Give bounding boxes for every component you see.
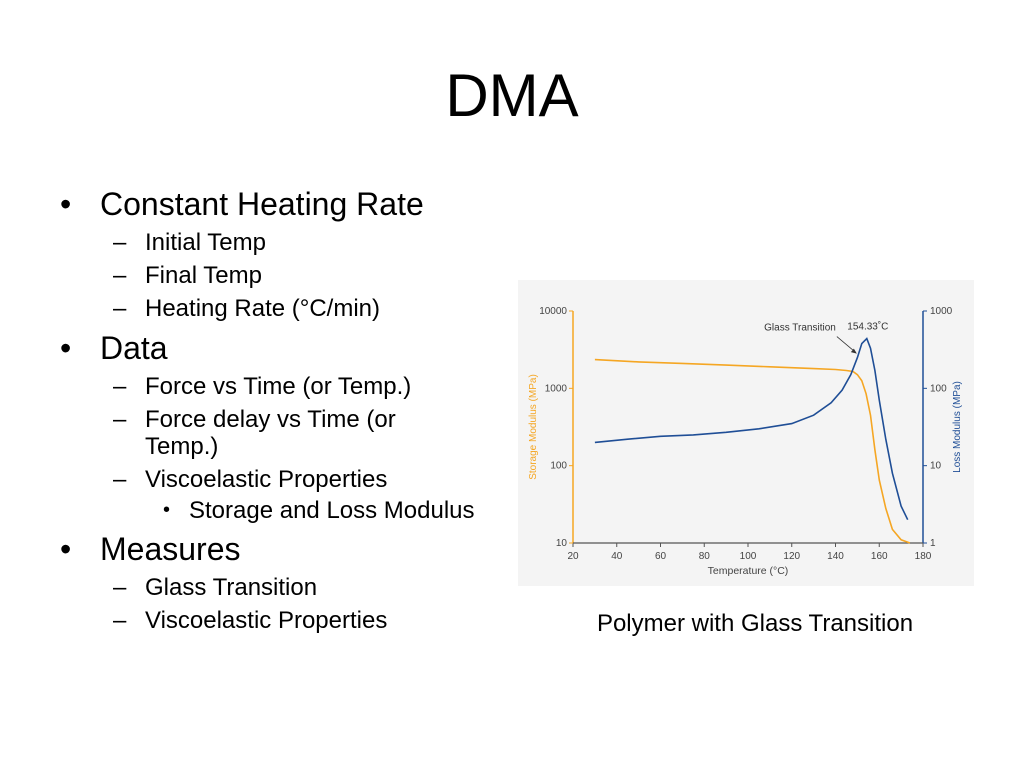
annotation-arrow-shaft	[836, 336, 857, 353]
annotation-arrow-head	[850, 348, 857, 354]
y-left-tick-label: 10000	[539, 306, 567, 317]
x-tick-label: 140	[827, 551, 844, 562]
sub-bullet-text: Force vs Time (or Temp.)	[145, 373, 412, 400]
bullet-list: • Constant Heating Rate – Initial Temp –…	[56, 178, 496, 634]
bullet-text: Measures	[100, 531, 241, 567]
y-left-tick-label: 1000	[545, 383, 568, 394]
annotation-value: 154.33˚C	[847, 321, 888, 333]
storage-modulus-line	[594, 358, 911, 544]
dma-chart-svg: 20 40 60 80 100 120 140 160 180 10 100 1000 10000 1 10…	[528, 306, 963, 577]
sub-bullet: – Force vs Time (or Temp.)	[56, 373, 496, 400]
dash-mark: –	[113, 574, 127, 601]
bullet-measures: • Measures	[56, 530, 496, 568]
sub-bullet-text: Glass Transition	[145, 574, 318, 601]
sub-bullet-text: Final Temp	[145, 262, 262, 289]
y-left-tick-label: 100	[550, 461, 567, 472]
x-tick-label: 60	[655, 551, 667, 562]
sub-bullet: – Initial Temp	[56, 229, 496, 256]
dash-mark: –	[113, 262, 127, 289]
x-tick-label: 120	[783, 551, 800, 562]
x-tick-label: 40	[611, 551, 623, 562]
bullet-mark: •	[60, 186, 72, 222]
dash-mark: –	[113, 295, 127, 322]
x-tick-label: 100	[740, 551, 757, 562]
x-axis-label: Temperature (°C)	[708, 565, 789, 577]
y-right-tick-label: 1	[930, 538, 936, 549]
slide-title: DMA	[445, 62, 579, 129]
dash-mark: –	[113, 373, 127, 400]
bullet-mark: •	[60, 330, 72, 366]
y-left-tick-label: 10	[556, 538, 568, 549]
chart-caption: Polymer with Glass Transition	[596, 610, 914, 637]
x-tick-label: 20	[567, 551, 579, 562]
dash-mark: –	[113, 406, 127, 433]
dash-mark: –	[113, 607, 127, 634]
sub-bullet: – Final Temp	[56, 262, 496, 289]
bullet-text: Data	[100, 330, 168, 366]
sub-sub-bullet-text: Storage and Loss Modulus	[189, 497, 475, 524]
y-left-axis-label: Storage Modulus (MPa)	[528, 374, 539, 480]
bullet-mark: •	[163, 499, 171, 521]
sub-bullet-text: Viscoelastic Properties	[145, 466, 388, 493]
sub-bullet-text: Viscoelastic Properties	[145, 607, 388, 634]
dma-chart: 20 40 60 80 100 120 140 160 180 10 100 1000 10000 1 10…	[518, 280, 974, 586]
sub-bullet-text: Force delay vs Time (or Temp.)	[145, 406, 396, 460]
sub-bullet: – Viscoelastic Properties	[56, 607, 496, 634]
sub-bullet: – Force delay vs Time (or Temp.)	[56, 406, 465, 460]
bullet-text: Constant Heating Rate	[100, 186, 424, 222]
bullet-mark: •	[60, 531, 72, 567]
y-right-tick-label: 10	[930, 461, 942, 472]
sub-bullet-text: Heating Rate (°C/min)	[145, 295, 381, 322]
x-tick-label: 160	[871, 551, 888, 562]
sub-bullet-text: Initial Temp	[145, 229, 266, 256]
loss-modulus-line	[594, 337, 909, 521]
sub-bullet: – Viscoelastic Properties	[56, 466, 496, 493]
sub-sub-bullet: • Storage and Loss Modulus	[56, 498, 489, 523]
y-right-tick-label: 1000	[930, 306, 953, 317]
x-tick-label: 180	[915, 551, 932, 562]
sub-bullet: – Glass Transition	[56, 574, 496, 601]
x-tick-label: 80	[699, 551, 711, 562]
y-right-axis-label: Loss Modulus (MPa)	[952, 381, 963, 473]
annotation-label: Glass Transition	[764, 323, 836, 334]
sub-bullet: – Heating Rate (°C/min)	[56, 295, 496, 322]
bullet-data: • Data	[56, 329, 496, 367]
y-right-tick-label: 100	[930, 383, 947, 394]
bullet-constant-heating-rate: • Constant Heating Rate	[56, 185, 496, 223]
dash-mark: –	[113, 229, 127, 256]
dash-mark: –	[113, 466, 127, 493]
